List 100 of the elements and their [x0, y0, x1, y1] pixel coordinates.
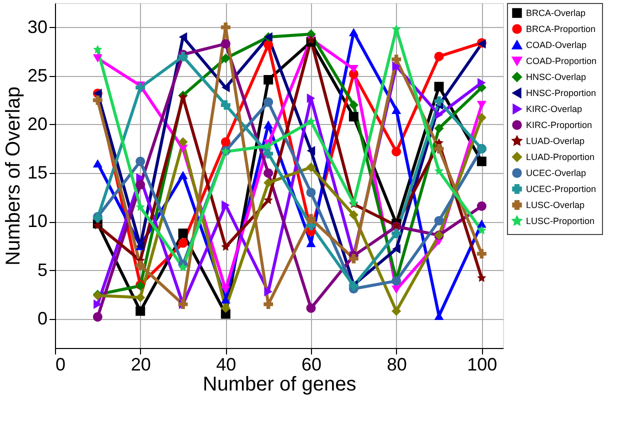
legend-label: BRCA-Proportion: [526, 24, 596, 34]
point: [306, 146, 316, 156]
point: [220, 22, 230, 32]
y-tick-label: 15: [27, 162, 48, 183]
point: [434, 124, 444, 134]
legend-label: LUAD-Overlap: [526, 136, 585, 146]
point: [392, 61, 400, 71]
point: [392, 106, 402, 114]
point: [136, 292, 146, 302]
point: [136, 180, 146, 190]
point: [136, 156, 146, 166]
point: [220, 54, 230, 64]
point: [92, 159, 102, 168]
point: [348, 100, 358, 110]
point: [392, 146, 402, 156]
point: [476, 201, 486, 211]
point: [434, 82, 444, 92]
point: [92, 95, 102, 105]
point: [178, 228, 188, 238]
point: [476, 156, 486, 166]
point: [476, 112, 486, 122]
y-tick-label: 20: [27, 114, 48, 134]
y-tick-label: 25: [27, 65, 48, 86]
point: [392, 244, 400, 254]
y-axis-title: Numbers of Overlap: [2, 86, 24, 266]
point: [264, 286, 272, 296]
point: [220, 303, 230, 313]
point: [93, 44, 102, 54]
point: [348, 210, 358, 220]
point: [220, 137, 230, 147]
point: [264, 40, 274, 50]
point: [348, 112, 358, 122]
point: [178, 262, 188, 272]
legend-label: UCEC-Overlap: [526, 168, 586, 178]
point: [136, 82, 146, 92]
point: [476, 248, 486, 258]
legend-label: LUAD-Proportion: [526, 152, 595, 162]
point: [392, 286, 402, 294]
point: [306, 93, 316, 103]
point: [477, 226, 486, 234]
point: [434, 96, 444, 106]
point: [264, 148, 274, 158]
point: [392, 54, 402, 64]
point: [136, 260, 146, 270]
point: [306, 162, 316, 172]
point: [264, 97, 274, 107]
point: [477, 273, 486, 282]
legend-label: HNSC-Overlap: [526, 72, 586, 82]
legend-label: UCEC-Proportion: [526, 184, 596, 194]
legend-label: COAD-Proportion: [526, 56, 597, 66]
point: [434, 144, 444, 154]
x-tick-label: 40: [216, 354, 236, 374]
point: [136, 306, 146, 316]
point: [306, 303, 316, 313]
point: [178, 238, 188, 248]
legend-label: KIRC-Proportion: [526, 120, 592, 130]
point: [478, 78, 486, 88]
point: [221, 242, 230, 251]
point: [222, 200, 230, 210]
point: [220, 100, 230, 110]
point: [434, 216, 444, 226]
y-tick-label: 10: [27, 211, 48, 232]
point: [264, 196, 273, 204]
y-tick-label: 30: [27, 16, 48, 37]
y-tick-label: 0: [37, 308, 48, 328]
point: [434, 52, 444, 62]
point: [348, 254, 358, 264]
point: [94, 300, 102, 310]
point: [392, 228, 402, 238]
point: [92, 312, 102, 322]
point: [306, 116, 316, 126]
x-tick-label: 60: [301, 354, 322, 374]
point: [264, 300, 274, 310]
y-tick-label: 5: [37, 260, 48, 280]
point: [264, 178, 274, 188]
point: [92, 54, 102, 62]
legend-label: COAD-Overlap: [526, 40, 587, 50]
point: [434, 110, 444, 120]
point: [434, 166, 444, 175]
x-tick-label: 100: [467, 354, 498, 374]
point: [392, 306, 402, 316]
point: [476, 220, 486, 228]
legend-label: LUSC-Proportion: [526, 216, 595, 226]
x-tick-label: 80: [386, 354, 407, 374]
x-tick-label: 20: [130, 354, 151, 374]
point: [264, 120, 274, 129]
point: [306, 214, 316, 224]
x-axis-title: Number of genes: [202, 374, 356, 396]
point: [392, 24, 401, 34]
point: [220, 286, 230, 294]
point: [264, 75, 274, 85]
point: [264, 168, 274, 178]
point: [136, 202, 145, 211]
legend-label: LUSC-Overlap: [526, 200, 585, 210]
point: [136, 173, 144, 183]
x-tick-label: 0: [56, 354, 66, 374]
point: [178, 137, 188, 147]
point: [178, 170, 188, 180]
point: [306, 188, 316, 198]
legend-label: KIRC-Overlap: [526, 104, 582, 114]
